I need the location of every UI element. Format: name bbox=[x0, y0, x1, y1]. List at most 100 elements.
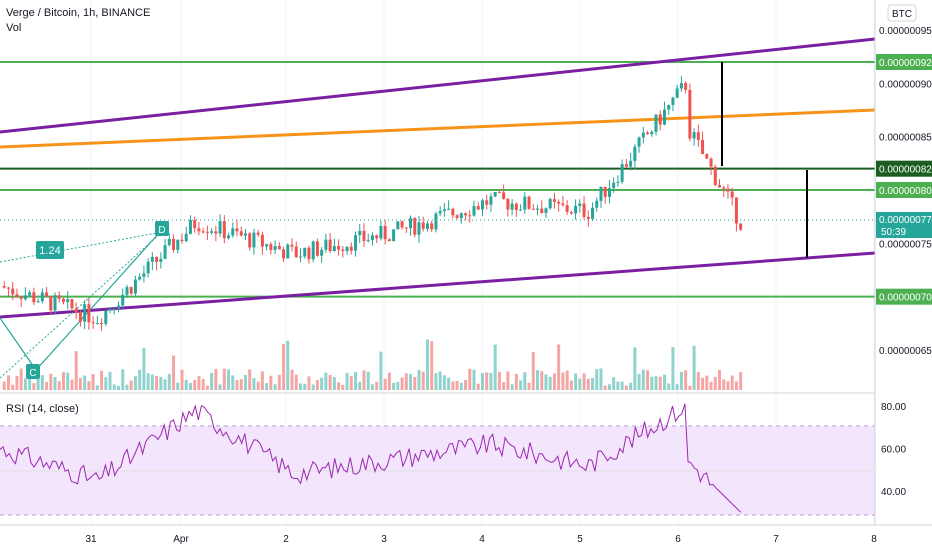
candle-body bbox=[163, 245, 167, 259]
lower-channel-line[interactable] bbox=[0, 251, 876, 319]
time-tick-label: 6 bbox=[675, 534, 681, 545]
volume-bar bbox=[595, 369, 599, 390]
candle-body bbox=[578, 203, 582, 206]
candle-body bbox=[514, 203, 518, 211]
price-tick-label: 0.00000095 bbox=[879, 26, 932, 37]
rsi-tick-label: 60.00 bbox=[881, 445, 906, 456]
candle-body bbox=[227, 235, 231, 239]
volume-bar bbox=[332, 377, 336, 390]
volume-bar bbox=[574, 373, 578, 390]
rsi-label: RSI (14, close) bbox=[6, 403, 79, 415]
candle-body bbox=[675, 88, 679, 98]
candle-body bbox=[150, 256, 154, 262]
candle-body bbox=[320, 249, 324, 256]
volume-bar bbox=[582, 373, 586, 390]
candle-body bbox=[282, 249, 286, 259]
candle-body bbox=[180, 239, 184, 242]
candle-body bbox=[2, 286, 6, 288]
volume-bar bbox=[328, 374, 332, 390]
volume-bar bbox=[91, 374, 95, 390]
currency-badge[interactable]: BTC bbox=[887, 4, 917, 22]
volume-bar bbox=[176, 382, 180, 390]
candle-body bbox=[464, 213, 468, 216]
volume-bar bbox=[248, 369, 252, 390]
volume-bar bbox=[434, 373, 438, 390]
candle-body bbox=[142, 273, 146, 277]
volume-bar bbox=[726, 381, 730, 390]
point-d-marker[interactable]: D bbox=[155, 221, 169, 236]
candle-body bbox=[447, 208, 451, 210]
orange-trend-line[interactable] bbox=[0, 108, 876, 149]
time-axis[interactable]: 31 Apr 2 3 4 5 6 7 8 bbox=[85, 534, 877, 545]
volume-bar bbox=[252, 378, 256, 390]
level-label-text: 0.00000070 bbox=[879, 293, 932, 304]
volume-bar bbox=[425, 339, 429, 390]
time-tick-label: 2 bbox=[283, 534, 289, 545]
volume-bar bbox=[396, 381, 400, 390]
candle-body bbox=[586, 216, 590, 219]
level-label-text: 0.00000092 bbox=[879, 58, 932, 69]
volume-bar bbox=[129, 380, 133, 390]
price-tick-label: 0.00000065 bbox=[879, 346, 932, 357]
volume-bar bbox=[49, 373, 53, 390]
candle-body bbox=[519, 209, 523, 211]
upper-channel-line[interactable] bbox=[0, 37, 876, 134]
candle-body bbox=[231, 228, 235, 236]
candle-body bbox=[658, 114, 662, 125]
volume-bar bbox=[616, 381, 620, 390]
candle-body bbox=[430, 223, 434, 230]
candle-body bbox=[104, 310, 108, 324]
fib-ratio-label[interactable]: 1.24 bbox=[36, 241, 64, 259]
current-price-badge: 0.00000077 50:39 bbox=[876, 212, 932, 238]
volume-bar bbox=[468, 368, 472, 390]
volume-bar bbox=[11, 384, 15, 390]
volume-bar bbox=[205, 385, 209, 390]
candle-body bbox=[61, 298, 65, 303]
candle-body bbox=[497, 191, 501, 193]
volume-bar bbox=[667, 383, 671, 390]
candle-body bbox=[83, 304, 87, 322]
volume-bar bbox=[256, 381, 260, 390]
volume-bar bbox=[341, 384, 345, 390]
volume-bar bbox=[19, 368, 23, 390]
volume-bar bbox=[117, 385, 121, 390]
volume-bar bbox=[603, 385, 607, 390]
volume-bars bbox=[2, 339, 743, 390]
candle-body bbox=[392, 229, 396, 242]
volume-bar bbox=[506, 371, 510, 390]
volume-bar bbox=[569, 380, 573, 390]
volume-bar bbox=[197, 376, 201, 390]
price-axis[interactable]: 0.00000095 0.00000090 0.00000085 0.00000075… bbox=[879, 26, 932, 357]
volume-bar bbox=[188, 383, 192, 390]
volume-bar bbox=[455, 381, 459, 390]
volume-bar bbox=[400, 377, 404, 390]
candle-body bbox=[531, 208, 535, 210]
candle-body bbox=[565, 205, 569, 212]
candle-body bbox=[722, 187, 726, 189]
point-c-marker[interactable]: C bbox=[26, 364, 40, 379]
candle-body bbox=[612, 182, 616, 189]
candle-body bbox=[243, 233, 247, 236]
candle-body bbox=[375, 235, 379, 239]
candle-body bbox=[87, 304, 91, 323]
volume-bar bbox=[294, 374, 298, 390]
volume-bar bbox=[277, 374, 281, 390]
volume-bar bbox=[290, 369, 294, 390]
candle-body bbox=[349, 246, 353, 251]
candle-body bbox=[201, 231, 205, 233]
volume-bar bbox=[142, 347, 146, 390]
volume-bar bbox=[629, 382, 633, 390]
volume-bar bbox=[536, 370, 540, 390]
candle-body bbox=[159, 258, 163, 262]
candle-body bbox=[28, 292, 32, 296]
volume-bar bbox=[366, 371, 370, 390]
candle-body bbox=[654, 114, 658, 132]
candle-body bbox=[121, 294, 125, 306]
fib-dotted-line-1 bbox=[0, 231, 163, 263]
candle-body bbox=[315, 241, 319, 256]
candle-body bbox=[298, 256, 302, 258]
candle-body bbox=[624, 164, 628, 167]
volume-bar bbox=[472, 369, 476, 390]
volume-bar bbox=[413, 376, 417, 390]
